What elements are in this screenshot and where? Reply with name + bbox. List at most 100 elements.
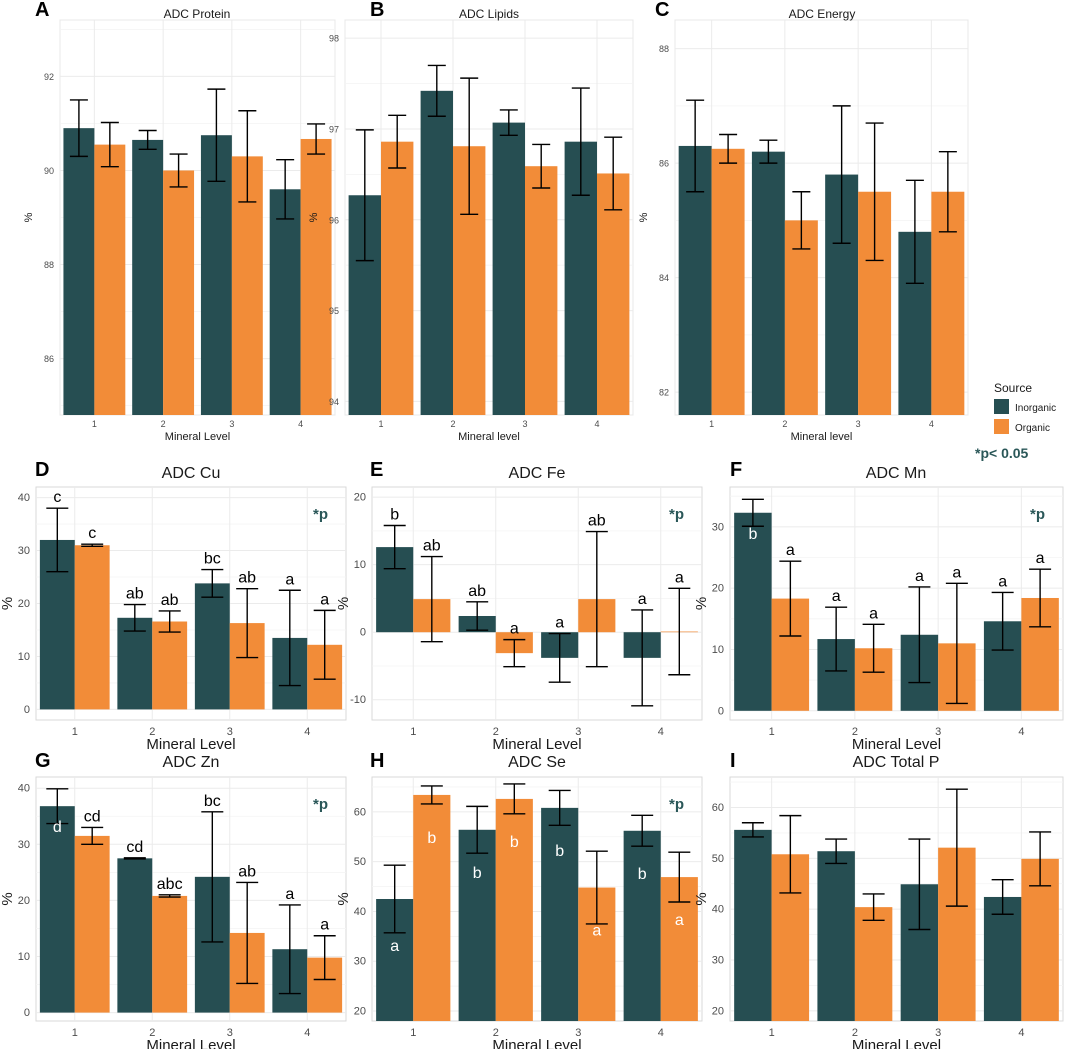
y-axis-label: % (0, 597, 16, 610)
significance-letter: ab (468, 583, 486, 600)
significance-marker: *p (313, 796, 328, 813)
significance-letter: bc (204, 551, 221, 568)
bar-inorganic-level-3 (541, 807, 579, 1021)
y-tick-label: 0 (360, 627, 366, 639)
x-tick-label: 4 (594, 419, 599, 429)
panel-c: 82 84 86 88 1 2 3 4 Mineral level% ADC Energy C (638, 0, 969, 443)
chart-title: ADC Energy (789, 7, 856, 21)
y-tick-label: 40 (712, 904, 724, 916)
y-tick-label: 30 (712, 521, 724, 533)
bar-organic-level-4 (300, 138, 332, 415)
x-tick-label: 1 (72, 726, 78, 738)
significance-letter: a (998, 573, 1007, 590)
significance-letter: a (285, 886, 294, 903)
x-tick-label: 3 (575, 726, 581, 738)
x-tick-label: 3 (575, 1027, 581, 1039)
y-tick-label: 30 (354, 956, 366, 968)
panel-f: 0 10 20 30 b a a a a a a a 1 2 3 4 Mineral Level% ADC Mn F… (693, 459, 1064, 753)
x-tick-label: 4 (298, 419, 303, 429)
y-axis-label: % (335, 892, 352, 905)
chart-title: ADC Lipids (459, 7, 519, 21)
significance-note: *p< 0.05 (975, 445, 1029, 461)
y-tick-label: 30 (18, 839, 30, 851)
significance-letter: ab (126, 586, 144, 603)
chart-title: ADC Protein (164, 7, 231, 21)
significance-letter: a (592, 923, 601, 940)
x-tick-label: 3 (229, 419, 234, 429)
bar-inorganic-level-2 (420, 90, 453, 416)
y-tick-label: 10 (712, 644, 724, 656)
y-tick-label: 30 (712, 955, 724, 967)
x-tick-label: 3 (856, 419, 861, 429)
significance-letter: a (1036, 550, 1045, 567)
x-tick-label: 4 (658, 726, 664, 738)
y-tick-label: 60 (354, 806, 366, 818)
y-axis-label: % (23, 212, 35, 222)
y-tick-label: 98 (329, 34, 339, 44)
y-tick-label: 82 (659, 388, 669, 398)
x-tick-label: 4 (304, 1027, 310, 1039)
bar-organic-level-3 (525, 166, 558, 415)
x-axis-label: Mineral level (458, 431, 520, 443)
y-axis-label: % (335, 597, 352, 610)
significance-letter: b (473, 865, 482, 882)
y-tick-label: 97 (329, 124, 339, 134)
x-tick-label: 2 (149, 1027, 155, 1039)
y-tick-label: 20 (712, 583, 724, 595)
x-tick-label: 2 (493, 726, 499, 738)
y-tick-label: -10 (350, 694, 366, 706)
chart-title: ADC Se (508, 754, 566, 771)
significance-letter: cd (126, 839, 143, 856)
x-tick-label: 4 (929, 419, 934, 429)
panel-letter: B (370, 0, 384, 21)
x-tick-label: 2 (161, 419, 166, 429)
y-tick-label: 50 (712, 853, 724, 865)
x-tick-label: 1 (709, 419, 714, 429)
significance-letter: a (786, 542, 795, 559)
x-tick-label: 3 (227, 726, 233, 738)
x-tick-label: 2 (852, 1027, 858, 1039)
significance-letter: a (510, 621, 519, 638)
legend-label-organic: Organic (1015, 423, 1050, 434)
legend-title: Source (994, 381, 1032, 395)
significance-letter: a (915, 568, 924, 585)
significance-letter: abc (157, 876, 183, 893)
chart-title: ADC Total P (853, 754, 940, 771)
significance-letter: ab (161, 592, 179, 609)
significance-letter: b (427, 830, 436, 847)
y-tick-label: 88 (44, 260, 54, 270)
y-axis-label: % (693, 892, 710, 905)
x-tick-label: 3 (227, 1027, 233, 1039)
significance-letter: a (555, 615, 564, 632)
y-tick-label: 95 (329, 306, 339, 316)
significance-letter: bc (204, 793, 221, 810)
bar-inorganic-level-2 (817, 851, 855, 1021)
x-tick-label: 2 (782, 419, 787, 429)
x-tick-label: 1 (378, 419, 383, 429)
y-tick-label: 0 (24, 704, 30, 716)
significance-letter: b (748, 526, 757, 543)
panel-letter: F (730, 459, 742, 481)
bar-inorganic-level-1 (63, 128, 95, 415)
y-tick-label: 40 (18, 492, 30, 504)
y-tick-label: 20 (712, 1005, 724, 1017)
x-axis-label: Mineral Level (852, 1037, 941, 1049)
panel-letter: C (655, 0, 669, 21)
y-axis-label: % (693, 597, 710, 610)
bar-organic-level-1 (413, 794, 451, 1021)
significance-letter: b (510, 834, 519, 851)
significance-letter: ab (588, 513, 606, 530)
y-tick-label: 50 (354, 856, 366, 868)
panel-letter: I (730, 750, 736, 772)
bar-inorganic-level-3 (194, 583, 230, 710)
significance-letter: a (638, 591, 647, 608)
significance-letter: a (832, 588, 841, 605)
y-tick-label: 30 (18, 545, 30, 557)
significance-letter: a (675, 569, 684, 586)
y-tick-label: 10 (18, 651, 30, 663)
x-tick-label: 3 (935, 1027, 941, 1039)
y-tick-label: 40 (354, 906, 366, 918)
y-tick-label: 0 (24, 1007, 30, 1019)
y-tick-label: 20 (354, 492, 366, 504)
